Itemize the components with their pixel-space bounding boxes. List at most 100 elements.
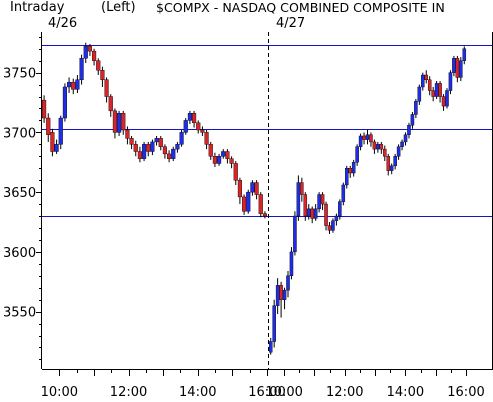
y-axis: 3550 3600 3650 3700 3750 bbox=[3, 37, 42, 360]
candle-body bbox=[455, 58, 460, 78]
candle-body bbox=[313, 208, 318, 219]
candle-body bbox=[142, 144, 147, 159]
candle-body bbox=[355, 146, 359, 163]
x-tick-label: 14:00 bbox=[387, 385, 424, 400]
y-tick-label: 3750 bbox=[3, 67, 36, 82]
candle-body bbox=[445, 90, 449, 107]
axes bbox=[41, 32, 493, 370]
chart-mode-label: Intraday bbox=[10, 0, 65, 15]
candle-body bbox=[331, 220, 335, 231]
candle-body bbox=[175, 144, 180, 150]
candle-body bbox=[286, 275, 290, 291]
candle-body bbox=[310, 208, 314, 219]
candle-body bbox=[104, 79, 109, 97]
candle-body bbox=[389, 165, 394, 171]
candle-body bbox=[167, 153, 172, 159]
candle-body bbox=[362, 135, 366, 140]
candle-body bbox=[225, 151, 230, 159]
y-tick-label: 3650 bbox=[3, 186, 36, 201]
candle-body bbox=[414, 101, 418, 115]
candle-body bbox=[403, 134, 408, 143]
candle-body bbox=[221, 151, 226, 157]
candle-body bbox=[100, 70, 105, 81]
chart-title: $COMPX - NASDAQ COMBINED COMPOSITE IN bbox=[156, 0, 445, 15]
x-tick-label: 14:00 bbox=[179, 385, 216, 400]
candle-body bbox=[192, 113, 197, 124]
candle-body bbox=[448, 72, 453, 91]
candle-body bbox=[459, 60, 463, 78]
candle-body bbox=[320, 194, 325, 205]
candle-body bbox=[272, 305, 276, 342]
candle-body bbox=[365, 134, 370, 140]
candle-body bbox=[137, 151, 142, 159]
candle-body bbox=[208, 144, 213, 157]
candle-body bbox=[427, 79, 432, 91]
candle-body bbox=[410, 114, 415, 126]
candle-body bbox=[79, 58, 84, 81]
candle-body bbox=[441, 96, 446, 107]
candle-body bbox=[383, 148, 387, 157]
x-tick-label: 10:00 bbox=[265, 385, 302, 400]
candle-body bbox=[171, 148, 176, 159]
candle-body bbox=[42, 99, 47, 119]
candle-body bbox=[279, 285, 283, 300]
candle-body bbox=[341, 184, 346, 202]
candle-body bbox=[154, 138, 159, 143]
y-tick-label: 3550 bbox=[3, 306, 36, 321]
candle-body bbox=[317, 194, 321, 210]
candle-body bbox=[289, 251, 294, 276]
y-tick-label: 3700 bbox=[3, 126, 36, 141]
candle-body bbox=[254, 182, 259, 195]
candle-body bbox=[417, 86, 422, 102]
candle-body bbox=[83, 46, 88, 59]
candle-body bbox=[334, 215, 339, 222]
x-tick-label: 12:00 bbox=[326, 385, 363, 400]
candle-body bbox=[421, 74, 425, 88]
candle-body bbox=[212, 156, 217, 164]
candle-body bbox=[158, 138, 163, 147]
candle-body bbox=[324, 203, 328, 226]
candle-body bbox=[92, 50, 97, 61]
candle-body bbox=[75, 79, 80, 90]
candle-body bbox=[258, 194, 263, 214]
candle-body bbox=[121, 113, 126, 131]
candle-body bbox=[345, 168, 349, 186]
candle-body bbox=[229, 158, 234, 164]
candle-body bbox=[129, 138, 134, 145]
candle-body bbox=[71, 81, 76, 90]
candle-body bbox=[386, 156, 390, 171]
candle-body bbox=[275, 285, 280, 306]
candle-body bbox=[372, 141, 377, 150]
candle-body bbox=[338, 201, 342, 217]
x-tick-label: 16:00 bbox=[248, 385, 285, 400]
candles bbox=[42, 42, 467, 355]
candle-body bbox=[117, 113, 122, 133]
candle-body bbox=[217, 156, 222, 164]
candle-body bbox=[108, 96, 113, 112]
candle-body bbox=[200, 129, 205, 133]
candle-body bbox=[54, 144, 59, 152]
candle-body bbox=[327, 225, 332, 231]
candle-body bbox=[348, 168, 352, 174]
candle-body bbox=[303, 194, 308, 217]
candle-body bbox=[204, 132, 209, 145]
candle-body bbox=[58, 117, 63, 145]
candle-body bbox=[96, 60, 101, 71]
candle-body bbox=[268, 341, 273, 353]
candle-body bbox=[452, 58, 456, 73]
reference-lines bbox=[42, 45, 493, 217]
x-tick-label: 16:00 bbox=[447, 385, 484, 400]
date-label-day2: 4/27 bbox=[276, 16, 306, 31]
candle-body bbox=[438, 83, 442, 97]
date-label-day1: 4/26 bbox=[48, 16, 78, 31]
candle-body bbox=[293, 215, 297, 253]
candle-body bbox=[46, 117, 51, 135]
candle-body bbox=[393, 156, 397, 167]
candle-body bbox=[434, 83, 439, 97]
candle-body bbox=[300, 182, 304, 195]
candle-body bbox=[125, 129, 130, 139]
candle-body bbox=[424, 74, 429, 81]
candle-body bbox=[369, 134, 373, 143]
candle-body bbox=[250, 182, 255, 193]
